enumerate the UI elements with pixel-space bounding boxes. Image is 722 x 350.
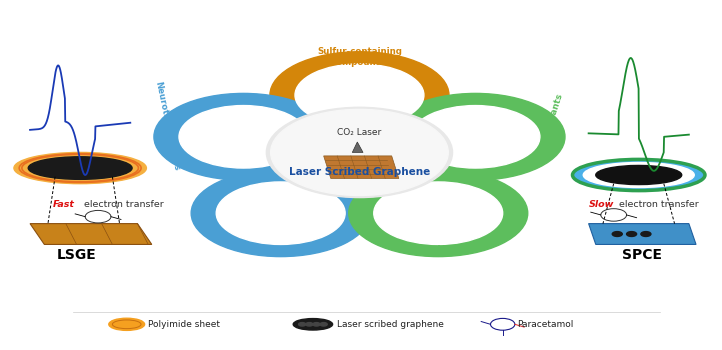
- Text: Drugs: Drugs: [245, 245, 274, 254]
- Polygon shape: [323, 156, 399, 178]
- Ellipse shape: [109, 318, 144, 330]
- Circle shape: [612, 232, 622, 237]
- Ellipse shape: [583, 162, 695, 188]
- Circle shape: [179, 106, 308, 168]
- Text: LSGE: LSGE: [57, 248, 97, 262]
- Text: Sulfur-containing
compounds: Sulfur-containing compounds: [317, 47, 402, 66]
- Circle shape: [270, 52, 449, 139]
- Circle shape: [295, 64, 424, 126]
- Text: Laser Scribed Graphene: Laser Scribed Graphene: [289, 167, 430, 176]
- Circle shape: [299, 323, 305, 326]
- Text: electron transfer: electron transfer: [84, 200, 163, 209]
- Circle shape: [305, 323, 313, 326]
- Polygon shape: [30, 224, 152, 244]
- Circle shape: [386, 93, 565, 180]
- Circle shape: [271, 109, 448, 196]
- Polygon shape: [588, 224, 696, 244]
- Ellipse shape: [14, 153, 147, 184]
- Circle shape: [320, 323, 327, 326]
- Ellipse shape: [293, 318, 333, 330]
- Text: Laser scribed graphene: Laser scribed graphene: [336, 320, 443, 329]
- Circle shape: [154, 93, 333, 180]
- Text: CO₂ Laser: CO₂ Laser: [337, 128, 382, 137]
- Circle shape: [349, 170, 528, 257]
- Circle shape: [641, 232, 651, 237]
- Circle shape: [411, 106, 540, 168]
- Text: electron transfer: electron transfer: [619, 200, 699, 209]
- Text: Neurotransmitters: Neurotransmitters: [154, 81, 181, 172]
- Polygon shape: [352, 142, 363, 153]
- Text: SPCE: SPCE: [622, 248, 662, 262]
- Circle shape: [627, 232, 637, 237]
- Circle shape: [313, 323, 320, 326]
- Text: Fast: Fast: [53, 200, 75, 209]
- Text: Paracetamol: Paracetamol: [517, 320, 573, 329]
- Text: Polyimide sheet: Polyimide sheet: [148, 320, 220, 329]
- Circle shape: [374, 182, 503, 244]
- Ellipse shape: [573, 159, 705, 191]
- Text: Antioxidants: Antioxidants: [537, 92, 565, 154]
- Circle shape: [216, 182, 345, 244]
- Circle shape: [266, 107, 453, 197]
- Text: Vitamins: Vitamins: [438, 245, 481, 254]
- Text: Slow: Slow: [588, 200, 614, 209]
- Ellipse shape: [28, 157, 132, 179]
- Circle shape: [191, 170, 370, 257]
- Ellipse shape: [596, 166, 682, 184]
